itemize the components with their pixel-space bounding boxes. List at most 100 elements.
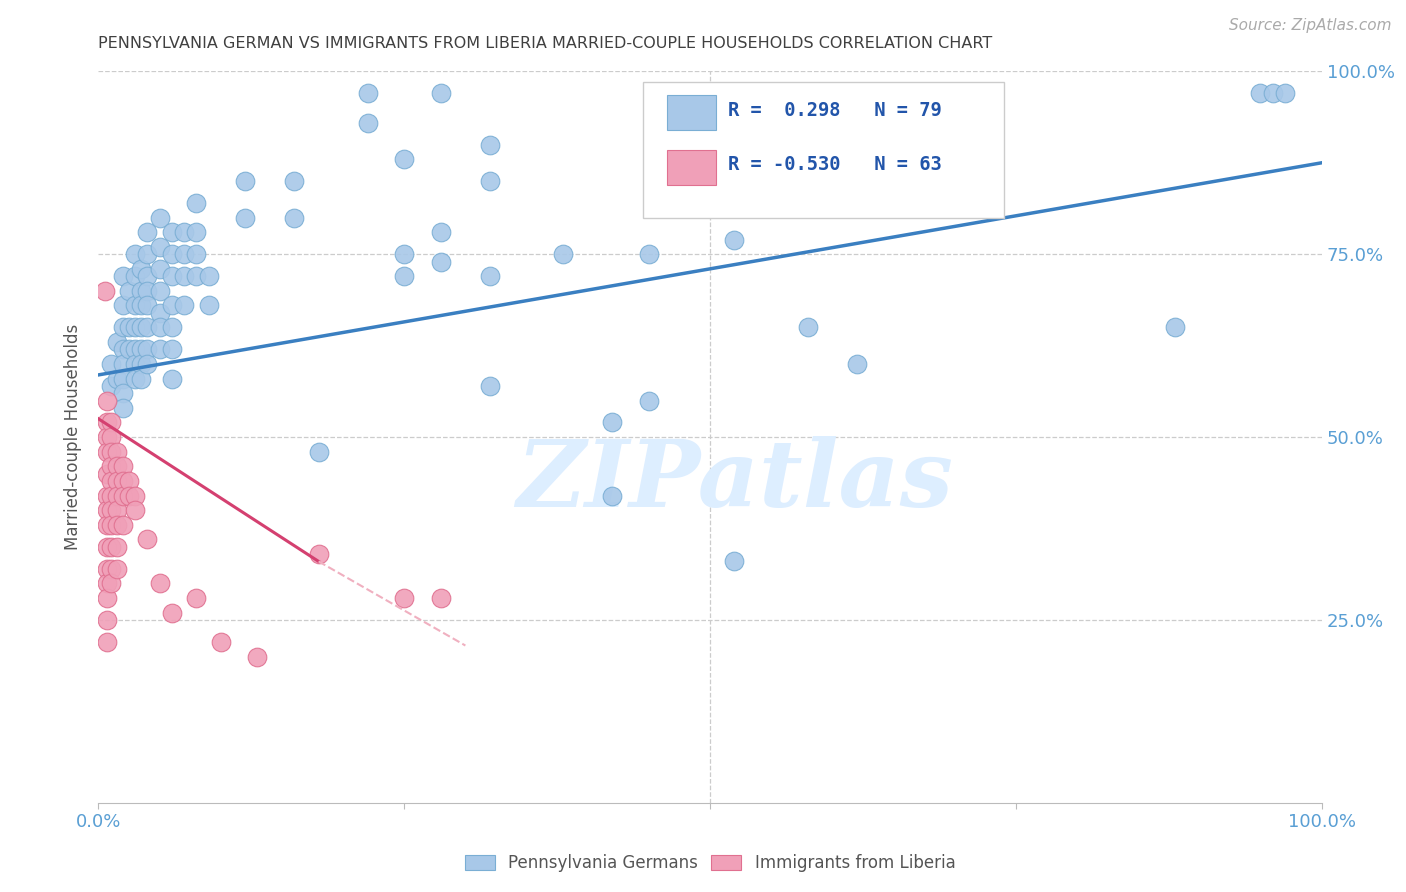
Point [160, 225, 183, 239]
Text: R =  0.298   N = 79: R = 0.298 N = 79 [728, 101, 942, 120]
Point [100, 459, 122, 474]
Point [100, 562, 122, 576]
Point [124, 320, 146, 334]
Point [118, 284, 141, 298]
Point [160, 269, 183, 284]
Point [160, 320, 183, 334]
Point [124, 247, 146, 261]
Point [105, 540, 128, 554]
Point [149, 211, 172, 225]
Point [209, 635, 232, 649]
Point [197, 269, 219, 284]
Point [129, 284, 152, 298]
Point [93, 284, 115, 298]
Point [111, 401, 134, 415]
Point [129, 298, 152, 312]
Text: Source: ZipAtlas.com: Source: ZipAtlas.com [1229, 18, 1392, 33]
Point [124, 503, 146, 517]
Point [96, 393, 118, 408]
Point [129, 320, 152, 334]
Point [173, 247, 195, 261]
Point [1274, 87, 1296, 101]
Point [136, 298, 159, 312]
Point [129, 343, 152, 357]
Point [105, 503, 128, 517]
Point [136, 269, 159, 284]
Point [111, 343, 134, 357]
Point [111, 371, 134, 385]
Point [96, 503, 118, 517]
Point [553, 247, 575, 261]
Point [638, 393, 661, 408]
Point [160, 298, 183, 312]
Point [118, 320, 141, 334]
Bar [668, 150, 716, 185]
Point [283, 211, 305, 225]
Point [356, 87, 378, 101]
Point [105, 562, 128, 576]
Legend: Pennsylvania Germans, Immigrants from Liberia: Pennsylvania Germans, Immigrants from Li… [458, 847, 962, 879]
Point [136, 284, 159, 298]
Point [124, 343, 146, 357]
Point [356, 115, 378, 129]
Point [160, 371, 183, 385]
Point [105, 334, 128, 349]
Point [723, 554, 745, 568]
Point [149, 576, 172, 591]
Point [186, 196, 208, 211]
Point [124, 298, 146, 312]
Point [160, 343, 183, 357]
Point [111, 357, 134, 371]
Point [600, 416, 623, 430]
Point [105, 371, 128, 385]
Point [96, 540, 118, 554]
Point [96, 430, 118, 444]
Point [105, 444, 128, 458]
Point [111, 489, 134, 503]
Point [96, 613, 118, 627]
Point [149, 261, 172, 276]
Point [100, 416, 122, 430]
Point [797, 320, 820, 334]
Text: R = -0.530   N = 63: R = -0.530 N = 63 [728, 155, 942, 175]
Point [136, 533, 159, 547]
Point [96, 635, 118, 649]
Point [96, 576, 118, 591]
Point [1261, 87, 1284, 101]
Point [100, 379, 122, 393]
Point [723, 233, 745, 247]
Point [308, 444, 330, 458]
Point [100, 489, 122, 503]
Point [478, 269, 501, 284]
FancyBboxPatch shape [643, 82, 1004, 218]
Point [600, 489, 623, 503]
Point [430, 225, 453, 239]
Point [149, 284, 172, 298]
Point [100, 474, 122, 488]
Point [100, 444, 122, 458]
Point [100, 430, 122, 444]
Point [124, 371, 146, 385]
Point [100, 503, 122, 517]
Point [136, 320, 159, 334]
Point [111, 459, 134, 474]
Point [173, 298, 195, 312]
Y-axis label: Married-couple Households: Married-couple Households [65, 324, 83, 550]
Point [430, 591, 453, 605]
Point [124, 357, 146, 371]
Point [233, 174, 256, 188]
Point [124, 269, 146, 284]
Point [197, 298, 219, 312]
Point [111, 517, 134, 532]
Point [186, 591, 208, 605]
Point [105, 474, 128, 488]
Point [149, 320, 172, 334]
Point [1249, 87, 1271, 101]
Text: ZIPatlas: ZIPatlas [516, 436, 953, 526]
Point [136, 225, 159, 239]
Point [100, 576, 122, 591]
Point [129, 357, 152, 371]
Bar [668, 95, 716, 130]
Point [478, 137, 501, 152]
Point [173, 225, 195, 239]
